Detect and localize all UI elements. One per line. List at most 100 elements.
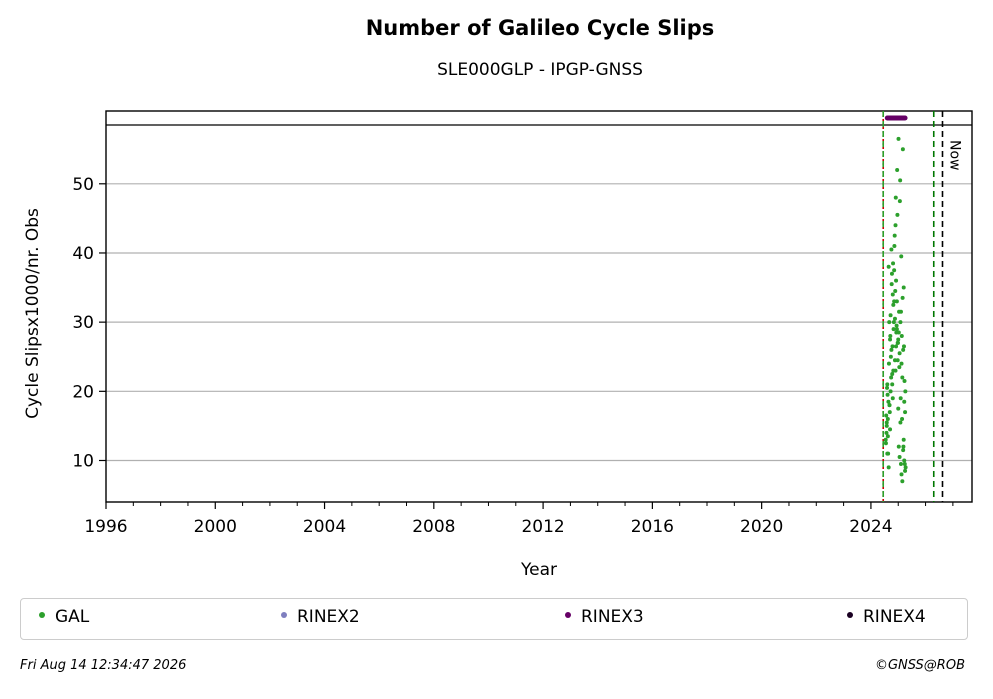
legend-marker-rinex2 — [281, 612, 287, 618]
data-point-gal — [891, 302, 896, 307]
data-point-gal — [900, 479, 905, 484]
data-point-gal — [889, 247, 894, 252]
legend-label-rinex4: RINEX4 — [863, 607, 926, 627]
y-axis-label: Cycle Slipsx1000/nr. Obs — [23, 208, 43, 419]
data-point-gal — [892, 244, 897, 249]
data-point-gal — [900, 147, 905, 152]
x-tick-label: 2008 — [412, 517, 455, 537]
data-point-gal — [892, 358, 897, 363]
y-tick-label: 50 — [72, 175, 94, 195]
data-point-gal — [886, 399, 891, 404]
copyright: ©GNSS@ROB — [874, 658, 965, 673]
data-point-gal — [896, 337, 901, 342]
data-point-gal — [897, 199, 902, 204]
data-point-gal — [893, 195, 898, 200]
data-point-gal — [883, 437, 888, 442]
data-point-gal — [891, 368, 896, 373]
data-point-gal — [890, 372, 895, 377]
data-point-gal — [897, 365, 902, 370]
data-point-gal — [887, 403, 892, 408]
data-point-gal — [885, 392, 890, 397]
x-tick-label: 1996 — [84, 517, 127, 537]
data-point-gal — [888, 354, 893, 359]
data-point-gal — [899, 333, 904, 338]
x-axis-label: Year — [520, 560, 557, 580]
legend-label-rinex3: RINEX3 — [581, 607, 644, 627]
data-point-gal — [899, 361, 904, 366]
data-point-gal — [890, 344, 895, 349]
data-point-gal — [902, 461, 907, 466]
timestamp: Fri Aug 14 12:34:47 2026 — [20, 658, 187, 673]
data-point-gal — [903, 389, 908, 394]
data-point-gal — [884, 430, 889, 435]
data-point-gal — [901, 444, 906, 449]
legend-item-rinex2: RINEX2 — [281, 607, 360, 627]
data-point-gal — [891, 261, 896, 266]
data-point-gal — [901, 344, 906, 349]
data-point-gal — [899, 254, 904, 259]
x-tick-label: 2004 — [303, 517, 346, 537]
data-point-gal — [901, 448, 906, 453]
data-point-gal — [898, 178, 903, 183]
data-point-gal — [892, 316, 897, 321]
data-point-gal — [900, 295, 905, 300]
legend-item-gal: GAL — [39, 607, 89, 627]
x-tick-label: 2000 — [194, 517, 237, 537]
data-point-gal — [899, 472, 904, 477]
data-point-gal — [891, 320, 896, 325]
data-point-gal — [883, 441, 888, 446]
data-point-gal — [901, 285, 906, 290]
data-point-gal — [903, 465, 908, 470]
data-point-gal — [900, 375, 905, 380]
x-tick-label: 2016 — [631, 517, 674, 537]
data-point-gal — [901, 437, 906, 442]
data-point-gal — [889, 282, 894, 287]
legend-item-rinex4: RINEX4 — [847, 607, 926, 627]
now-label: Now — [946, 140, 962, 171]
legend-marker-gal — [39, 612, 45, 618]
data-point-gal — [898, 396, 903, 401]
data-point-gal — [887, 320, 892, 325]
data-point-gal — [889, 375, 894, 380]
data-point-gal — [886, 264, 891, 269]
data-point-gal — [885, 451, 890, 456]
data-point-gal — [884, 420, 889, 425]
data-point-gal — [889, 271, 894, 276]
data-point-gal — [888, 313, 893, 318]
data-point-gal — [897, 455, 902, 460]
data-point-gal — [885, 416, 890, 421]
data-point-gal — [902, 458, 907, 463]
data-point-gal — [893, 223, 898, 228]
data-point-gal — [886, 361, 891, 366]
data-point-gal — [900, 416, 905, 421]
data-point-gal — [902, 399, 907, 404]
data-point-gal — [895, 167, 900, 172]
data-point-gal — [895, 212, 900, 217]
data-point-gal — [896, 406, 901, 411]
data-point-gal — [888, 333, 893, 338]
data-point-gal — [895, 340, 900, 345]
data-point-gal — [902, 378, 907, 383]
data-point-gal — [891, 327, 896, 332]
legend-label-gal: GAL — [55, 607, 90, 627]
data-point-gal — [898, 420, 903, 425]
data-point-gal — [892, 233, 897, 238]
data-point-gal — [888, 337, 893, 342]
data-point-gal — [894, 327, 899, 332]
data-point-gal — [894, 278, 899, 283]
legend-label-rinex2: RINEX2 — [297, 607, 360, 627]
data-point-gal — [889, 347, 894, 352]
legend-item-rinex3: RINEX3 — [565, 607, 644, 627]
y-tick-label: 40 — [72, 244, 94, 264]
data-point-gal — [898, 461, 903, 466]
data-point-gal — [898, 309, 903, 314]
chart-subtitle: SLE000GLP - IPGP-GNSS — [437, 60, 643, 80]
x-tick-label: 2012 — [521, 517, 564, 537]
data-point-gal — [887, 410, 892, 415]
data-point-gal — [890, 382, 895, 387]
data-point-gal — [894, 323, 899, 328]
x-tick-label: 2024 — [849, 517, 892, 537]
data-point-gal — [894, 344, 899, 349]
y-tick-label: 20 — [72, 382, 94, 402]
